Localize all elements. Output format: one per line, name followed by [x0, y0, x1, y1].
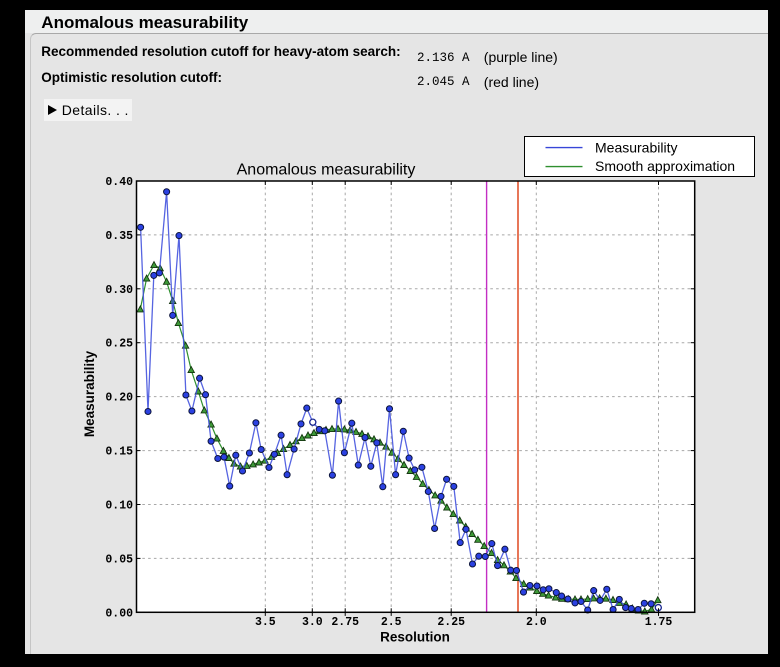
svg-text:0.25: 0.25 — [105, 338, 133, 351]
svg-text:0.35: 0.35 — [105, 230, 133, 243]
svg-text:2.5: 2.5 — [381, 616, 402, 629]
svg-text:Smooth approximation: Smooth approximation — [595, 158, 735, 174]
svg-text:3.5: 3.5 — [255, 616, 276, 629]
svg-text:0.05: 0.05 — [105, 553, 133, 566]
svg-text:0.30: 0.30 — [105, 284, 133, 297]
svg-text:2.0: 2.0 — [526, 616, 547, 629]
svg-text:0.20: 0.20 — [105, 392, 133, 405]
svg-text:Measurability: Measurability — [595, 139, 677, 155]
svg-text:1.75: 1.75 — [645, 616, 673, 629]
svg-text:0.40: 0.40 — [105, 176, 133, 189]
svg-text:3.0: 3.0 — [302, 616, 323, 629]
svg-text:2.75: 2.75 — [331, 616, 359, 629]
svg-text:Resolution: Resolution — [380, 629, 450, 644]
svg-text:0.00: 0.00 — [105, 607, 133, 620]
svg-text:Measurability: Measurability — [82, 350, 97, 437]
svg-text:0.15: 0.15 — [105, 446, 133, 459]
svg-text:0.10: 0.10 — [105, 500, 133, 513]
svg-text:Anomalous measurability: Anomalous measurability — [237, 162, 416, 179]
svg-text:2.25: 2.25 — [437, 616, 465, 629]
